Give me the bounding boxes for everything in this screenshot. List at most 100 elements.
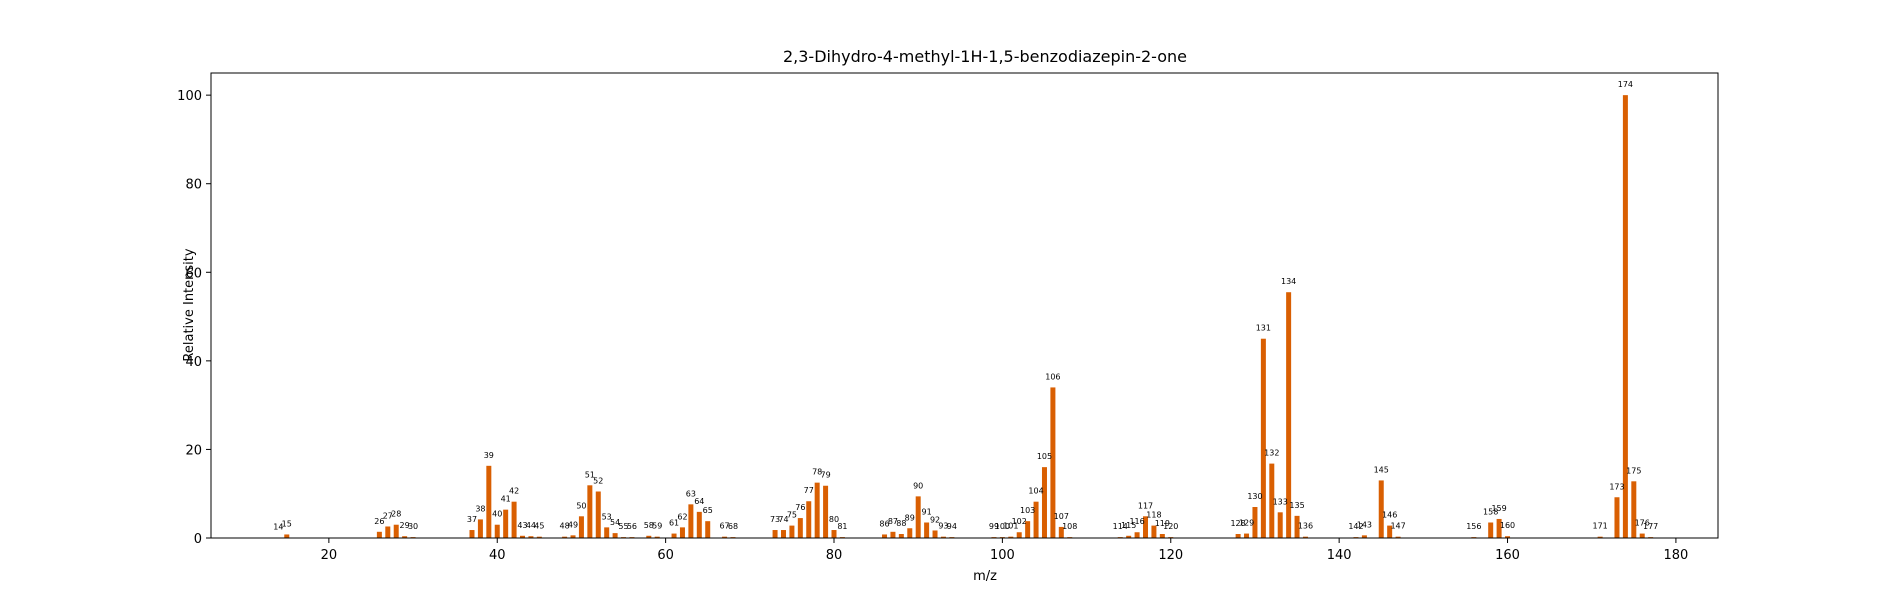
peak-label-105: 105: [1037, 452, 1052, 461]
y-tick-label-80: 80: [185, 178, 202, 193]
peak-bar-115: [1126, 535, 1132, 538]
peak-label-159: 159: [1491, 504, 1506, 513]
peak-bar-128: [1235, 534, 1241, 538]
peak-label-117: 117: [1138, 501, 1153, 510]
peak-bar-76: [797, 518, 803, 538]
peak-bar-26: [376, 531, 382, 538]
peak-label-74: 74: [778, 515, 788, 524]
peak-label-37: 37: [467, 515, 477, 524]
peak-label-27: 27: [383, 511, 393, 520]
x-tick-label-80: 80: [826, 548, 843, 563]
peak-label-38: 38: [475, 504, 485, 513]
peak-label-76: 76: [795, 503, 805, 512]
peak-bar-171: [1597, 536, 1603, 538]
peak-label-101: 101: [1003, 522, 1018, 531]
peak-bar-145: [1378, 480, 1384, 538]
peak-label-59: 59: [652, 522, 662, 531]
peak-bar-29: [402, 536, 408, 538]
peak-label-160: 160: [1500, 521, 1515, 530]
peak-bar-176: [1639, 533, 1645, 538]
peak-bar-102: [1016, 532, 1022, 538]
peak-label-88: 88: [896, 519, 906, 528]
peak-bar-79: [823, 485, 829, 538]
y-tick-label-20: 20: [185, 443, 202, 458]
x-tick-label-120: 120: [1158, 548, 1183, 563]
x-tick-label-140: 140: [1327, 548, 1352, 563]
peak-bar-130: [1252, 507, 1258, 538]
peak-label-56: 56: [627, 522, 637, 531]
peak-bar-158: [1488, 522, 1494, 538]
peak-label-106: 106: [1045, 372, 1060, 381]
y-tick-label-100: 100: [177, 89, 202, 104]
peak-label-174: 174: [1618, 80, 1633, 89]
peak-label-42: 42: [509, 487, 519, 496]
peak-label-77: 77: [804, 486, 814, 495]
peak-label-79: 79: [820, 471, 830, 480]
peak-label-55: 55: [618, 522, 628, 531]
peak-bar-40: [494, 524, 500, 538]
peak-bar-87: [890, 531, 896, 538]
x-tick-label-180: 180: [1663, 548, 1688, 563]
peak-label-51: 51: [585, 470, 595, 479]
peak-label-173: 173: [1609, 482, 1624, 491]
peak-bar-62: [679, 527, 685, 538]
peak-bar-65: [705, 521, 711, 538]
peak-label-30: 30: [408, 522, 418, 531]
peak-bar-146: [1387, 525, 1393, 538]
peak-bar-119: [1159, 534, 1165, 538]
x-axis-label: m/z: [973, 569, 997, 584]
peak-bar-45: [536, 536, 542, 538]
peak-label-86: 86: [879, 519, 889, 528]
peak-label-147: 147: [1390, 522, 1405, 531]
x-tick-label-60: 60: [657, 548, 674, 563]
chart-title: 2,3-Dihydro-4-methyl-1H-1,5-benzodiazepi…: [783, 47, 1187, 66]
peak-bar-41: [503, 509, 509, 538]
peak-bar-44: [528, 536, 534, 538]
peak-label-129: 129: [1239, 519, 1254, 528]
peak-label-102: 102: [1012, 517, 1027, 526]
peak-label-80: 80: [829, 515, 839, 524]
peak-label-53: 53: [602, 512, 612, 521]
peak-bar-134: [1286, 292, 1292, 538]
peak-label-26: 26: [374, 517, 384, 526]
x-tick-label-100: 100: [990, 548, 1015, 563]
plot-frame: [210, 72, 1719, 539]
peak-label-15: 15: [282, 519, 292, 528]
peak-bar-48: [562, 536, 568, 538]
peak-label-93: 93: [938, 522, 948, 531]
y-axis-label: Relative Intensity: [182, 248, 197, 361]
peak-label-68: 68: [728, 522, 738, 531]
peak-bar-173: [1614, 497, 1620, 538]
peak-bar-160: [1505, 536, 1511, 538]
peak-label-134: 134: [1281, 277, 1296, 286]
peak-label-146: 146: [1382, 511, 1397, 520]
y-tick-label-40: 40: [185, 355, 202, 370]
peak-bar-104: [1033, 501, 1039, 538]
peak-bar-105: [1041, 467, 1047, 538]
peak-bar-52: [595, 491, 601, 538]
peak-bar-51: [587, 485, 593, 538]
peak-label-136: 136: [1298, 522, 1313, 531]
peak-bar-74: [780, 530, 786, 538]
peak-label-156: 156: [1466, 522, 1481, 531]
peak-label-145: 145: [1374, 465, 1389, 474]
peak-label-104: 104: [1028, 487, 1043, 496]
peak-bar-78: [814, 482, 820, 538]
peak-bar-118: [1151, 525, 1157, 538]
peak-bar-61: [671, 533, 677, 538]
y-tick-label-0: 0: [194, 532, 202, 547]
peak-label-130: 130: [1247, 492, 1262, 501]
peak-bar-107: [1058, 526, 1064, 538]
peak-label-114: 114: [1113, 522, 1128, 531]
peak-label-81: 81: [837, 522, 847, 531]
peak-label-158: 158: [1483, 508, 1498, 517]
peak-bar-174: [1622, 95, 1628, 539]
peak-bar-27: [385, 526, 391, 538]
peak-label-75: 75: [787, 511, 797, 520]
peak-label-44: 44: [526, 521, 536, 530]
peak-label-108: 108: [1062, 522, 1077, 531]
peak-label-89: 89: [905, 513, 915, 522]
y-tick-label-60: 60: [185, 266, 202, 281]
peak-bar-93: [940, 536, 946, 538]
